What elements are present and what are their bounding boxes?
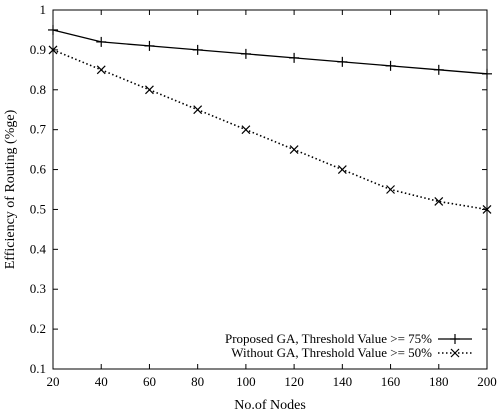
x-tick-label: 20 [47,374,60,389]
series-2-point [193,105,203,115]
x-axis-label: No.of Nodes [234,398,306,413]
series-2-point-stroke [48,45,58,55]
y-tick-label: 0.1 [30,361,46,376]
series-2-point-stroke [386,185,395,194]
series-1-point [289,52,300,63]
series-2-point [482,205,492,214]
series-1-point [192,44,203,55]
legend-label-1: Proposed GA, Threshold Value >= 75% [225,331,432,346]
series-1-line [52,29,488,75]
series-2-line [52,49,488,211]
series-1-point [48,24,58,35]
x-tick-label: 60 [143,374,156,389]
x-tick-label: 160 [381,374,401,389]
y-tick-label: 0.8 [30,82,46,97]
x-tick-label: 80 [191,374,204,389]
series-2-point-stroke [289,145,299,155]
x-tick-label: 140 [333,374,353,389]
y-tick-label: 0.5 [30,201,46,216]
x-tick-label: 200 [477,374,497,389]
series-2-point [337,165,347,174]
legend-label-2: Without GA, Threshold Value >= 50% [231,345,432,360]
y-tick-label: 0.4 [30,241,47,256]
series-2-point-stroke [241,125,251,135]
y-tick-label: 1 [40,2,47,17]
series-2-point-stroke [193,105,203,115]
series-2-point-stroke [96,65,106,75]
series-2-point [289,145,299,155]
x-tick-label: 180 [429,374,449,389]
y-tick-label: 0.2 [30,321,46,336]
y-tick-label: 0.7 [30,122,47,137]
axis-ticks: 20 40 60 80 100 120 140 160 180 200 0.1 0.2 0.3 0.4 0.… [30,2,497,389]
legend-marker-1 [450,334,460,344]
legend: Proposed GA, Threshold Value >= 75%Witho… [225,331,472,360]
series-1-point [482,68,492,79]
series-2-point [96,65,106,75]
series-2-point-stroke [482,205,492,214]
y-tick-label: 0.3 [30,281,46,296]
series-2-point-stroke [337,165,347,174]
series-2-point [241,125,251,135]
y-axis-label: Efficiency of Routing (%ge) [3,109,18,269]
legend-marker-2 [450,348,460,358]
series-1-point [337,56,348,67]
series-2-point [386,185,395,194]
y-tick-label: 0.6 [30,162,47,177]
series-2-point-stroke [145,85,154,95]
series-2-point [48,45,58,55]
x-tick-label: 40 [95,374,108,389]
x-tick-label: 120 [284,374,304,389]
series-1-point [433,64,444,75]
series-1-point [144,40,155,51]
series-2-point [145,85,154,95]
series-2-point [434,197,444,206]
series-2-point-stroke [434,197,444,206]
legend-marker-2-stroke [450,348,460,358]
x-tick-label: 100 [236,374,256,389]
series-layer [48,24,492,214]
series-1-point [240,48,251,59]
series-1-point [96,36,107,47]
y-tick-label: 0.9 [30,42,46,57]
series-1-point [385,60,396,71]
plot-frame [52,9,488,370]
